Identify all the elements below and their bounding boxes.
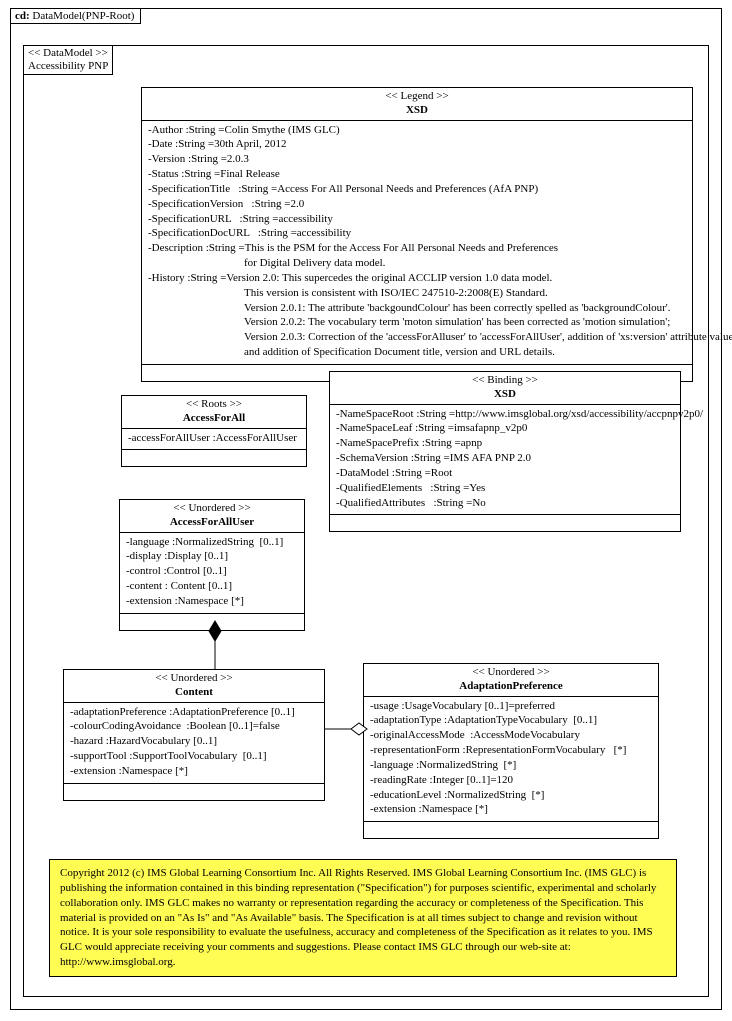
attr-row: for Digital Delivery data model. [148,256,686,271]
afau-ops [120,613,304,630]
attr-row: -History :String =Version 2.0: This supe… [148,271,686,286]
legend-name: XSD [406,104,428,116]
attr-row: -usage :UsageVocabulary [0..1]=preferred [370,699,652,714]
attr-row: -language :NormalizedString [*] [370,758,652,773]
class-accessforalluser: << Unordered >> AccessForAllUser -langua… [119,499,305,631]
binding-attributes: -NameSpaceRoot :String =http://www.imsgl… [330,404,680,515]
attr-row: Version 2.0.3: Correction of the 'access… [148,330,686,345]
binding-ops [330,514,680,531]
attr-row: Version 2.0.2: The vocabulary term 'moto… [148,315,686,330]
attr-row: -representationForm :RepresentationFormV… [370,743,652,758]
attr-row: -display :Display [0..1] [126,549,298,564]
afau-stereotype: << Unordered >> [124,502,300,516]
binding-stereotype: << Binding >> [334,374,676,388]
diagram-page: cd: DataModel(PNP-Root) << DataModel >> … [0,0,732,1021]
class-content: << Unordered >> Content -adaptationPrefe… [63,669,325,801]
afau-attributes: -language :NormalizedString [0..1] -disp… [120,532,304,613]
frame-title: DataModel(PNP-Root) [32,10,134,22]
attr-row: -extension :Namespace [*] [126,594,298,609]
attr-row: and addition of Specification Document t… [148,345,686,360]
class-adaptationpreference: << Unordered >> AdaptationPreference -us… [363,663,659,839]
attr-row: -SpecificationURL :String =accessibility [148,212,686,227]
attr-row: -NameSpaceRoot :String =http://www.imsgl… [336,407,674,422]
attr-row: -supportTool :SupportToolVocabulary [0..… [70,749,318,764]
attr-row: -accessForAllUser :AccessForAllUser [128,431,300,446]
attr-row: -SpecificationVersion :String =2.0 [148,197,686,212]
attr-row: -QualifiedElements :String =Yes [336,481,674,496]
attr-row: -SpecificationTitle :String =Access For … [148,182,686,197]
class-legend-xsd: << Legend >> XSD -Author :String =Colin … [141,87,693,382]
adapt-name: AdaptationPreference [459,680,562,692]
attr-row: -NameSpacePrefix :String =apnp [336,436,674,451]
attr-row: -Status :String =Final Release [148,167,686,182]
frame-tab: cd: DataModel(PNP-Root) [10,8,141,24]
class-binding-xsd: << Binding >> XSD -NameSpaceRoot :String… [329,371,681,532]
attr-row: -extension :Namespace [*] [70,764,318,779]
attr-row: -SchemaVersion :String =IMS AFA PNP 2.0 [336,451,674,466]
afau-name: AccessForAllUser [170,516,254,528]
attr-row: -adaptationType :AdaptationTypeVocabular… [370,713,652,728]
package-name: Accessibility PNP [28,60,108,73]
copyright-note: Copyright 2012 (c) IMS Global Learning C… [49,859,677,977]
attr-row: -SpecificationDocURL :String =accessibil… [148,226,686,241]
content-stereotype: << Unordered >> [68,672,320,686]
attr-row: -extension :Namespace [*] [370,802,652,817]
attr-row: -DataModel :String =Root [336,466,674,481]
attr-row: -Description :String =This is the PSM fo… [148,241,686,256]
attr-row: -control :Control [0..1] [126,564,298,579]
attr-row: -QualifiedAttributes :String =No [336,496,674,511]
package-stereotype: << DataModel >> [28,47,108,60]
attr-row: -originalAccessMode :AccessModeVocabular… [370,728,652,743]
adapt-attributes: -usage :UsageVocabulary [0..1]=preferred… [364,696,658,822]
attr-row: -adaptationPreference :AdaptationPrefere… [70,705,318,720]
attr-row: -hazard :HazardVocabulary [0..1] [70,734,318,749]
attr-row: -educationLevel :NormalizedString [*] [370,788,652,803]
attr-row: -colourCodingAvoidance :Boolean [0..1]=f… [70,719,318,734]
roots-attributes: -accessForAllUser :AccessForAllUser [122,428,306,450]
package-tab: << DataModel >> Accessibility PNP [24,46,113,75]
attr-row: -NameSpaceLeaf :String =imsafapnp_v2p0 [336,421,674,436]
class-accessforall: << Roots >> AccessForAll -accessForAllUs… [121,395,307,467]
legend-stereotype: << Legend >> [146,90,688,104]
attr-row: -content : Content [0..1] [126,579,298,594]
diagram-frame: cd: DataModel(PNP-Root) << DataModel >> … [10,8,722,1010]
roots-stereotype: << Roots >> [126,398,302,412]
content-attributes: -adaptationPreference :AdaptationPrefere… [64,702,324,783]
attr-row: -language :NormalizedString [0..1] [126,535,298,550]
attr-row: -Date :String =30th April, 2012 [148,137,686,152]
content-name: Content [175,686,213,698]
legend-attributes: -Author :String =Colin Smythe (IMS GLC) … [142,120,692,365]
adapt-ops [364,821,658,838]
attr-row: This version is consistent with ISO/IEC … [148,286,686,301]
binding-name: XSD [494,388,516,400]
roots-ops [122,449,306,466]
attr-row: Version 2.0.1: The attribute 'backgoundC… [148,301,686,316]
roots-name: AccessForAll [183,412,245,424]
frame-prefix: cd: [15,10,30,22]
attr-row: -Version :String =2.0.3 [148,152,686,167]
attr-row: -Author :String =Colin Smythe (IMS GLC) [148,123,686,138]
attr-row: -readingRate :Integer [0..1]=120 [370,773,652,788]
copyright-text: Copyright 2012 (c) IMS Global Learning C… [60,867,656,968]
content-ops [64,783,324,800]
adapt-stereotype: << Unordered >> [368,666,654,680]
